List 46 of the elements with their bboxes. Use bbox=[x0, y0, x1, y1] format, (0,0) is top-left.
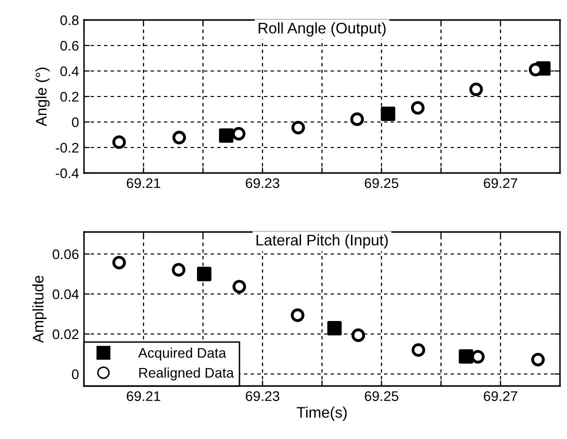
point bbox=[112, 256, 126, 270]
x-tick-label: 69.21 bbox=[126, 391, 160, 402]
point bbox=[172, 263, 186, 277]
x-tick-label: 69.21 bbox=[126, 178, 160, 188]
point bbox=[112, 135, 126, 149]
point bbox=[380, 106, 396, 122]
x-tick-label: 69.25 bbox=[364, 178, 398, 188]
y-tick-label: 0.8 bbox=[60, 15, 79, 26]
x-tick-label: 69.27 bbox=[484, 391, 518, 402]
y-tick-label: 0.4 bbox=[60, 66, 79, 76]
y-tick-label: 0 bbox=[72, 369, 79, 380]
chart-title: Roll Angle (Output) bbox=[258, 22, 386, 37]
point bbox=[290, 308, 304, 322]
x-tick-label: 69.23 bbox=[246, 391, 280, 402]
y-tick-label: -0.4 bbox=[56, 168, 79, 178]
legend-label: Realigned Data bbox=[139, 367, 234, 380]
y-tick-label: 0.2 bbox=[60, 92, 78, 102]
legend-label: Acquired Data bbox=[138, 348, 226, 361]
y-tick-label: 0.06 bbox=[52, 249, 79, 260]
y-tick-label: -0.2 bbox=[56, 142, 78, 153]
point bbox=[350, 112, 364, 126]
y-tick-label: 0.02 bbox=[52, 329, 78, 340]
point bbox=[412, 343, 426, 357]
point bbox=[232, 280, 246, 294]
point bbox=[411, 101, 425, 115]
x-tick-label: 69.25 bbox=[364, 391, 398, 402]
x-tick-label: 69.23 bbox=[246, 178, 280, 188]
point bbox=[219, 128, 234, 143]
point bbox=[327, 321, 342, 336]
point bbox=[471, 350, 485, 364]
y-tick-label: 0.6 bbox=[60, 40, 79, 51]
y-axis-title: Amplitude bbox=[32, 276, 47, 343]
y-tick-label: 0 bbox=[72, 117, 79, 128]
point bbox=[196, 266, 212, 282]
x-tick-label: 69.27 bbox=[484, 178, 518, 188]
point bbox=[531, 352, 545, 366]
y-axis-title: Angle (°) bbox=[35, 68, 50, 126]
x-axis-title: Time(s) bbox=[296, 406, 347, 421]
point bbox=[469, 82, 483, 96]
point bbox=[458, 349, 474, 364]
point bbox=[232, 126, 246, 140]
chart-title: Lateral Pitch (Input) bbox=[256, 234, 388, 249]
point bbox=[352, 328, 366, 342]
y-tick-label: 0.04 bbox=[52, 289, 79, 300]
point bbox=[172, 130, 186, 144]
point bbox=[291, 120, 305, 134]
